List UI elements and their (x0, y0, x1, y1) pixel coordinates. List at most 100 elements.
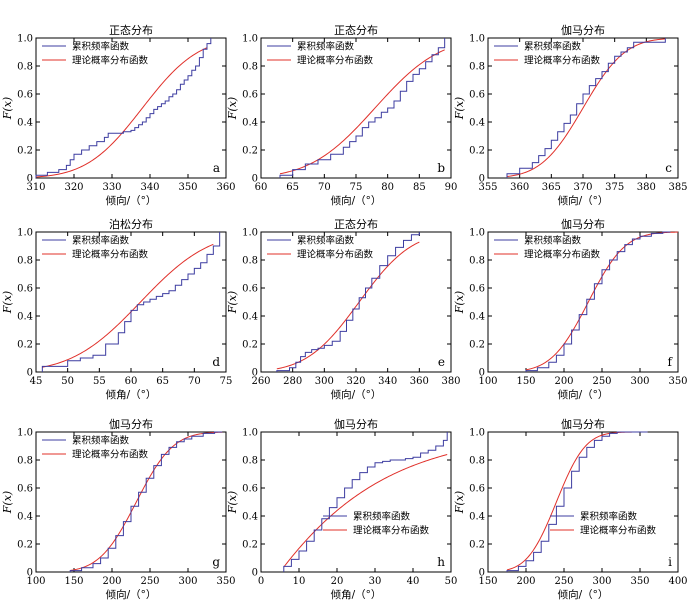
y-tick-label: 0.2 (469, 340, 485, 351)
y-tick-label: 0 (252, 174, 258, 185)
y-tick-label: 0.4 (469, 312, 485, 323)
x-tick-label: 150 (64, 576, 83, 587)
legend-label-empirical: 累积频率函数 (524, 235, 582, 247)
x-axis-label: 倾向/（°） (558, 588, 609, 601)
x-tick-label: 300 (592, 576, 611, 587)
y-axis-label: F(x) (453, 97, 466, 120)
legend-label-empirical: 累积频率函数 (72, 41, 130, 53)
legend-label-empirical: 累积频率函数 (580, 511, 638, 523)
y-tick-label: 1.0 (242, 428, 258, 439)
y-tick-label: 0.2 (17, 146, 33, 157)
chart-title: 正态分布 (334, 24, 378, 37)
theoretical-cdf-line (283, 454, 448, 568)
x-tick-label: 75 (220, 376, 233, 387)
x-tick-label: 20 (331, 576, 344, 587)
y-tick-label: 0 (252, 568, 258, 579)
chart-title: 正态分布 (334, 218, 378, 231)
legend-label-empirical: 累积频率函数 (524, 41, 582, 53)
y-tick-label: 0.4 (17, 512, 33, 523)
y-tick-label: 0.6 (242, 484, 258, 495)
y-tick-label: 0.6 (469, 90, 485, 101)
legend-label-empirical: 累积频率函数 (297, 235, 355, 247)
panel-letter: b (437, 161, 445, 175)
chart-panel-g: 伽马分布 100 150 200 250 300 350 0 0.2 0.4 0.6 0.8 1.0 倾向… (1, 417, 236, 601)
y-tick-label: 0.8 (17, 256, 33, 267)
legend-label-theoretical: 理论概率分布函数 (72, 55, 149, 67)
x-tick-label: 40 (407, 576, 420, 587)
y-tick-label: 0.4 (469, 512, 485, 523)
y-tick-label: 0.2 (242, 146, 258, 157)
x-axis-label: 倾角/（°） (106, 388, 157, 401)
y-tick-label: 0.4 (17, 118, 33, 129)
x-tick-label: 350 (178, 182, 197, 193)
x-tick-label: 200 (554, 376, 573, 387)
x-tick-label: 350 (668, 376, 687, 387)
y-tick-label: 0.8 (469, 256, 485, 267)
x-tick-label: 100 (26, 576, 45, 587)
plot-frame (260, 431, 452, 573)
x-tick-label: 310 (26, 182, 45, 193)
y-tick-label: 0.6 (469, 484, 485, 495)
x-tick-label: 340 (378, 376, 397, 387)
theoretical-cdf-line (42, 243, 214, 368)
y-tick-label: 0.4 (242, 312, 258, 323)
x-tick-label: 360 (510, 182, 529, 193)
x-tick-label: 70 (318, 182, 331, 193)
x-tick-label: 70 (188, 376, 201, 387)
legend-label-theoretical: 理论概率分布函数 (524, 55, 601, 67)
x-tick-label: 300 (178, 576, 197, 587)
y-tick-label: 0.8 (469, 62, 485, 73)
empirical-cdf-line (69, 431, 223, 572)
plot-frame (487, 431, 679, 573)
y-tick-label: 1.0 (17, 428, 33, 439)
panel-letter: h (437, 555, 445, 569)
chart-title: 正态分布 (109, 24, 153, 37)
x-tick-label: 85 (413, 182, 426, 193)
x-tick-label: 360 (216, 182, 235, 193)
x-tick-label: 320 (346, 376, 365, 387)
x-axis-label: 倾向/（°） (331, 194, 382, 207)
legend-label-theoretical: 理论概率分布函数 (580, 525, 657, 537)
theoretical-cdf-line (276, 241, 420, 370)
x-tick-label: 250 (592, 376, 611, 387)
x-tick-label: 60 (125, 376, 138, 387)
plot-frame (35, 431, 227, 573)
legend-label-empirical: 累积频率函数 (353, 511, 411, 523)
x-tick-label: 400 (668, 576, 687, 587)
chart-panel-b: 正态分布 60 65 70 75 80 85 90 0 0.2 0.4 0.6 0.8 1.0 倾向/（°）… (226, 24, 457, 207)
plot-frame (35, 37, 227, 179)
chart-title: 泊松分布 (109, 217, 153, 231)
chart-panel-f: 伽马分布 100 150 200 250 300 350 0 0.2 0.4 0.6 0.8 1.0 倾向… (453, 217, 688, 401)
x-tick-label: 365 (542, 182, 561, 193)
chart-title: 伽马分布 (561, 217, 605, 231)
legend-label-theoretical: 理论概率分布函数 (297, 55, 374, 67)
y-tick-label: 0 (27, 568, 33, 579)
y-tick-label: 1.0 (469, 428, 485, 439)
y-tick-label: 0 (27, 174, 33, 185)
panel-letter: d (212, 355, 220, 369)
x-tick-label: 385 (668, 182, 687, 193)
y-tick-label: 0.8 (242, 256, 258, 267)
x-tick-label: 65 (156, 376, 169, 387)
y-tick-label: 0.6 (17, 90, 33, 101)
legend-label-theoretical: 理论概率分布函数 (72, 249, 149, 261)
y-axis-label: F(x) (226, 491, 239, 514)
x-tick-label: 375 (605, 182, 624, 193)
empirical-cdf-line (525, 231, 671, 372)
y-tick-label: 0.8 (17, 62, 33, 73)
x-tick-label: 50 (61, 376, 74, 387)
empirical-cdf-line (279, 38, 446, 178)
x-axis-label: 倾向/（°） (106, 588, 157, 601)
theoretical-cdf-line (279, 49, 445, 175)
y-tick-label: 0.6 (242, 90, 258, 101)
y-axis-label: F(x) (1, 97, 14, 120)
theoretical-cdf-line (506, 38, 666, 178)
panel-letter: c (665, 161, 672, 175)
y-tick-label: 0 (479, 368, 485, 379)
